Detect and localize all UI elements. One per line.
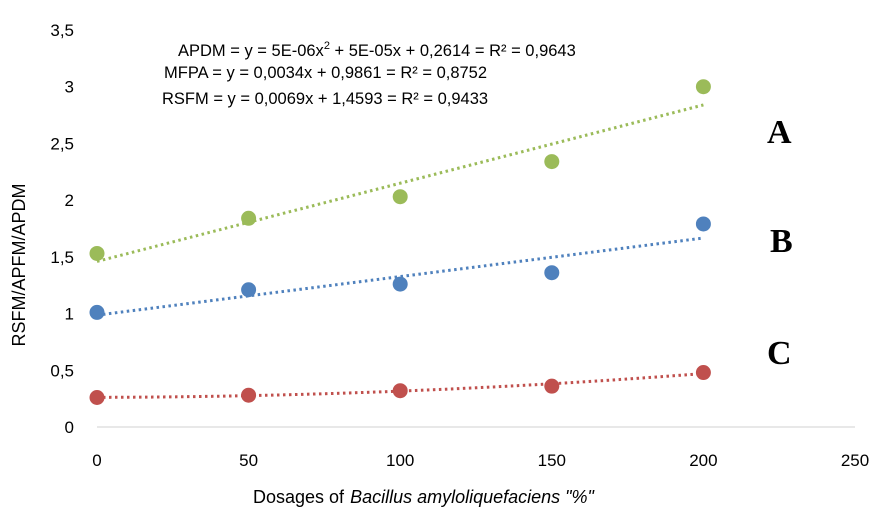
equation-mfpa: MFPA = y = 0,0034x + 0,9861 = R² = 0,875…	[164, 64, 487, 82]
data-point-b	[695, 216, 711, 232]
data-point-b	[89, 304, 105, 320]
data-point-b	[392, 276, 408, 292]
data-point-c	[89, 390, 105, 406]
equation-apdm: APDM = y = 5E-06x2 + 5E-05x + 0,2614 = R…	[178, 40, 576, 60]
equation-rsfm: RSFM = y = 0,0069x + 1,4593 = R² = 0,943…	[162, 90, 488, 108]
y-tick-label: 3,5	[50, 21, 74, 40]
data-point-a	[392, 189, 408, 205]
x-tick-label: 250	[841, 451, 869, 470]
series-label-a: A	[767, 114, 792, 151]
x-tick-label: 100	[386, 451, 414, 470]
y-tick-label: 1	[65, 305, 74, 324]
y-axis-title: RSFM/APFM/APDM	[9, 183, 29, 346]
data-point-a	[241, 210, 257, 226]
x-tick-label: 150	[538, 451, 566, 470]
y-tick-label: 2,5	[50, 134, 74, 153]
data-point-a	[695, 79, 711, 95]
series-label-b: B	[770, 223, 793, 260]
data-point-c	[392, 383, 408, 399]
trendline-a	[96, 103, 704, 263]
data-points	[89, 79, 711, 406]
y-tick-labels: 0 0,5 1 1,5 2 2,5 3 3,5	[50, 21, 74, 437]
x-tick-labels: 0 50 100 150 200 250	[92, 451, 869, 470]
trendline-c	[96, 372, 704, 399]
series-label-c: C	[767, 335, 792, 372]
data-point-a	[89, 245, 105, 261]
x-tick-label: 50	[239, 451, 258, 470]
data-point-a	[544, 154, 560, 170]
trendlines	[96, 103, 704, 399]
data-point-c	[695, 365, 711, 381]
y-tick-label: 1,5	[50, 248, 74, 267]
x-tick-label: 200	[689, 451, 717, 470]
data-point-b	[241, 282, 257, 298]
y-tick-label: 2	[65, 191, 74, 210]
x-tick-label: 0	[92, 451, 101, 470]
y-tick-label: 0,5	[50, 361, 74, 380]
data-point-b	[544, 265, 560, 281]
data-point-c	[241, 387, 257, 403]
x-axis-title: Dosages of Bacillus amyloliquefaciens "%"	[253, 487, 596, 507]
y-tick-label: 3	[65, 78, 74, 97]
y-tick-label: 0	[65, 418, 74, 437]
data-point-c	[544, 378, 560, 394]
